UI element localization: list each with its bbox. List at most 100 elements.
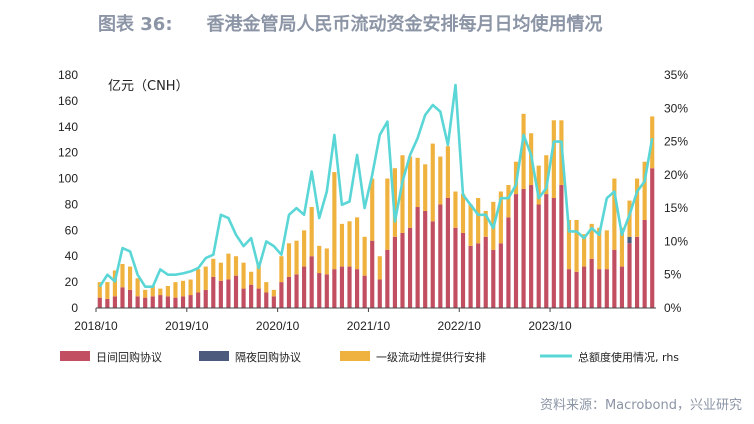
bar-intraday xyxy=(362,275,367,308)
bar-intraday xyxy=(513,194,519,308)
legend-label: 总额度使用情况, rhs xyxy=(578,350,679,364)
bar-intraday xyxy=(415,207,420,308)
bar-overnight xyxy=(627,236,632,244)
bar-intraday xyxy=(430,221,435,308)
bar-tier1 xyxy=(453,191,458,228)
bar-intraday xyxy=(619,266,625,308)
bars-group xyxy=(97,113,655,308)
bar-tier1 xyxy=(249,271,254,285)
bar-tier1 xyxy=(324,248,329,275)
bar-intraday xyxy=(468,245,473,308)
bar-intraday xyxy=(339,266,345,308)
bar-intraday xyxy=(627,243,632,308)
bar-intraday xyxy=(286,276,292,308)
bar-intraday xyxy=(150,296,155,308)
bar-intraday xyxy=(445,197,450,308)
bar-tier1 xyxy=(619,227,625,267)
bar-intraday xyxy=(566,269,572,308)
left-tick-label: 40 xyxy=(65,249,79,263)
bar-intraday xyxy=(188,295,193,308)
bar-intraday xyxy=(135,296,140,308)
bar-tier1 xyxy=(97,282,102,298)
bar-tier1 xyxy=(309,207,314,257)
legend-label: 隔夜回购协议 xyxy=(235,350,301,364)
bar-tier1 xyxy=(233,256,239,276)
bar-tier1 xyxy=(286,243,292,277)
bar-tier1 xyxy=(430,143,435,222)
right-axis-ticks: 0% 5% 10% 15% 20% 25% 30% 35% xyxy=(664,68,688,315)
bar-intraday xyxy=(203,289,208,308)
bar-intraday xyxy=(127,289,133,308)
bar-intraday xyxy=(97,297,102,308)
left-tick-label: 140 xyxy=(58,120,78,134)
legend-label: 一级流动性提供行安排 xyxy=(376,350,486,364)
left-axis-ticks: 0 20 40 60 80 100 120 140 160 180 xyxy=(58,68,78,315)
left-tick-label: 160 xyxy=(58,94,78,108)
legend-intraday: 日间回购协议 xyxy=(60,350,162,364)
bar-tier1 xyxy=(483,210,488,237)
bar-tier1 xyxy=(135,278,140,297)
legend: 日间回购协议 隔夜回购协议 一级流动性提供行安排 总额度使用情况, rhs xyxy=(60,350,679,364)
bar-intraday xyxy=(211,276,216,308)
left-tick-label: 60 xyxy=(65,223,79,237)
bar-tier1 xyxy=(370,178,375,241)
bar-intraday xyxy=(279,282,284,308)
bar-intraday xyxy=(196,292,201,308)
bar-tier1 xyxy=(597,227,602,270)
bar-tier1 xyxy=(256,262,261,289)
bar-intraday xyxy=(165,296,170,308)
bar-intraday xyxy=(226,279,231,308)
bar-intraday xyxy=(173,297,178,308)
right-tick-label: 0% xyxy=(664,301,682,315)
bar-intraday xyxy=(218,280,223,308)
bar-tier1 xyxy=(498,191,503,244)
x-tick-label: 2018/10 xyxy=(74,319,118,333)
right-tick-label: 5% xyxy=(664,268,682,282)
x-tick-label: 2022/10 xyxy=(438,319,482,333)
bar-tier1 xyxy=(339,223,345,267)
bar-tier1 xyxy=(165,285,170,297)
legend-overnight: 隔夜回购协议 xyxy=(199,350,301,364)
bar-tier1 xyxy=(574,219,579,272)
bar-intraday xyxy=(120,287,125,308)
bar-tier1 xyxy=(385,178,390,250)
unit-label: 亿元（CNH） xyxy=(108,79,189,94)
bar-intraday xyxy=(589,258,594,308)
bar-intraday xyxy=(309,256,314,308)
bar-intraday xyxy=(423,210,428,308)
bar-tier1 xyxy=(105,282,110,299)
bar-tier1 xyxy=(551,120,556,198)
bar-intraday xyxy=(347,266,352,308)
legend-swatch xyxy=(60,351,90,361)
bar-tier1 xyxy=(112,270,117,297)
bar-intraday xyxy=(332,269,337,308)
bar-intraday xyxy=(453,227,458,308)
bar-intraday xyxy=(324,274,329,308)
bar-tier1 xyxy=(506,185,511,218)
bar-tier1 xyxy=(188,279,193,296)
bar-intraday xyxy=(392,236,397,308)
bar-tier1 xyxy=(544,155,549,195)
left-tick-label: 20 xyxy=(65,275,79,289)
bar-intraday xyxy=(256,288,261,308)
bar-intraday xyxy=(105,298,110,308)
bar-tier1 xyxy=(582,234,587,267)
bar-intraday xyxy=(506,217,511,308)
legend-label: 日间回购协议 xyxy=(96,350,162,364)
bar-intraday xyxy=(294,274,299,308)
legend-total-usage: 总额度使用情况, rhs xyxy=(540,350,679,364)
bar-intraday xyxy=(597,269,602,308)
bar-tier1 xyxy=(392,168,397,237)
bar-intraday xyxy=(612,249,617,308)
bar-tier1 xyxy=(294,240,299,275)
bar-intraday xyxy=(143,297,148,308)
bar-intraday xyxy=(642,219,647,308)
bar-tier1 xyxy=(566,219,572,270)
bar-intraday xyxy=(574,271,579,308)
bar-tier1 xyxy=(127,266,133,290)
right-tick-label: 25% xyxy=(664,135,688,149)
bar-intraday xyxy=(407,227,413,308)
bar-tier1 xyxy=(445,146,450,198)
bar-tier1 xyxy=(407,156,413,228)
bar-tier1 xyxy=(468,204,473,246)
